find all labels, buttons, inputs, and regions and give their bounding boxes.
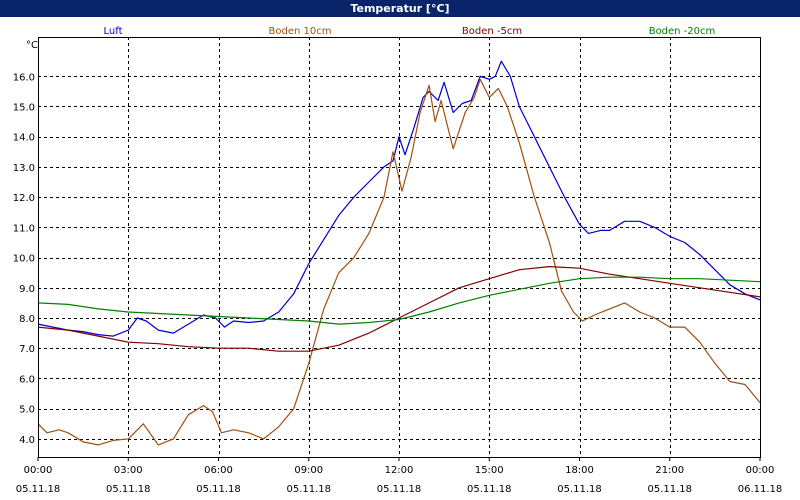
chart-title: Temperatur [°C]: [0, 0, 800, 17]
grid: [38, 37, 761, 457]
x-tick-date: 05.11.18: [467, 484, 512, 495]
y-tick-label: 7.0: [19, 344, 35, 355]
x-tick-date: 05.11.18: [557, 484, 602, 495]
x-tick-time: 00:00: [746, 465, 775, 476]
x-tick-date: 05.11.18: [106, 484, 151, 495]
x-tick-time: 12:00: [385, 465, 414, 476]
y-axis: 4.0 5.0 6.0 7.0 8.0 9.0 10.0 11.0 12.0 13.0 14.0 15…: [13, 72, 35, 446]
temperature-chart: Luft Boden 10cm Boden -5cm Boden -20cm °C 4…: [13, 26, 783, 495]
x-tick-time: 00:00: [24, 465, 53, 476]
x-tick-date: 05.11.18: [377, 484, 422, 495]
y-tick-label: 15.0: [13, 102, 35, 113]
legend-entry: Luft: [104, 26, 123, 37]
y-tick-label: 4.0: [19, 435, 35, 446]
x-tick-date: 05.11.18: [16, 484, 61, 495]
x-tick-time: 15:00: [475, 465, 504, 476]
legend-entry: Boden -20cm: [649, 26, 716, 37]
y-tick-label: 10.0: [13, 254, 35, 265]
x-tick-time: 03:00: [114, 465, 143, 476]
series-group: [37, 60, 761, 446]
y-tick-label: 16.0: [13, 72, 35, 83]
legend-entry: Boden 10cm: [269, 26, 332, 37]
x-tick-date: 05.11.18: [647, 484, 692, 495]
series-line: [37, 276, 761, 325]
legend-entry: Boden -5cm: [462, 26, 522, 37]
legend: Luft Boden 10cm Boden -5cm Boden -20cm: [104, 26, 716, 37]
y-tick-label: 8.0: [19, 314, 35, 325]
series-line: [37, 78, 761, 446]
x-tick-date: 05.11.18: [196, 484, 241, 495]
x-tick-time: 06:00: [204, 465, 233, 476]
x-tick-time: 18:00: [565, 465, 594, 476]
x-tick-date: 06.11.18: [738, 484, 783, 495]
y-tick-label: 9.0: [19, 284, 35, 295]
x-tick-time: 21:00: [655, 465, 684, 476]
series-line: [37, 60, 761, 337]
x-tick-date: 05.11.18: [286, 484, 331, 495]
x-axis: 00:00 05.11.18 03:00 05.11.18 06:00 05.11.18 0…: [16, 457, 783, 495]
x-tick-time: 09:00: [294, 465, 323, 476]
y-axis-unit: °C: [26, 40, 38, 51]
y-tick-label: 11.0: [13, 223, 35, 234]
y-tick-label: 5.0: [19, 405, 35, 416]
y-tick-label: 13.0: [13, 163, 35, 174]
y-tick-label: 14.0: [13, 133, 35, 144]
y-tick-label: 6.0: [19, 374, 35, 385]
series-line: [37, 266, 761, 352]
y-tick-label: 12.0: [13, 193, 35, 204]
